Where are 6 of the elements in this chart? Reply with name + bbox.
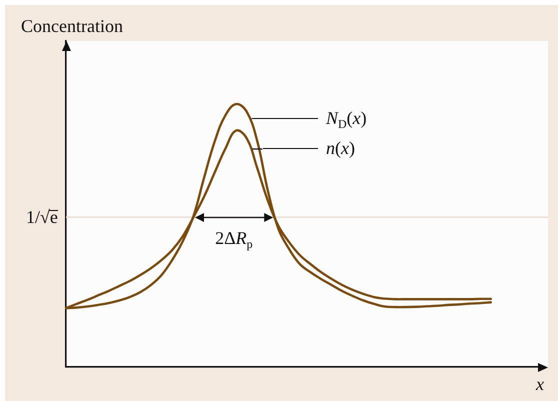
annotation: 2ΔR$_{p}$ [215,228,253,252]
x-axis-title: x [536,374,544,394]
ref-line-label: 1/√e [26,207,58,228]
y-axis-title: Concentration [21,16,123,36]
text: N$_{D}$(x) [324,108,367,132]
text: n(x) [262,138,355,158]
